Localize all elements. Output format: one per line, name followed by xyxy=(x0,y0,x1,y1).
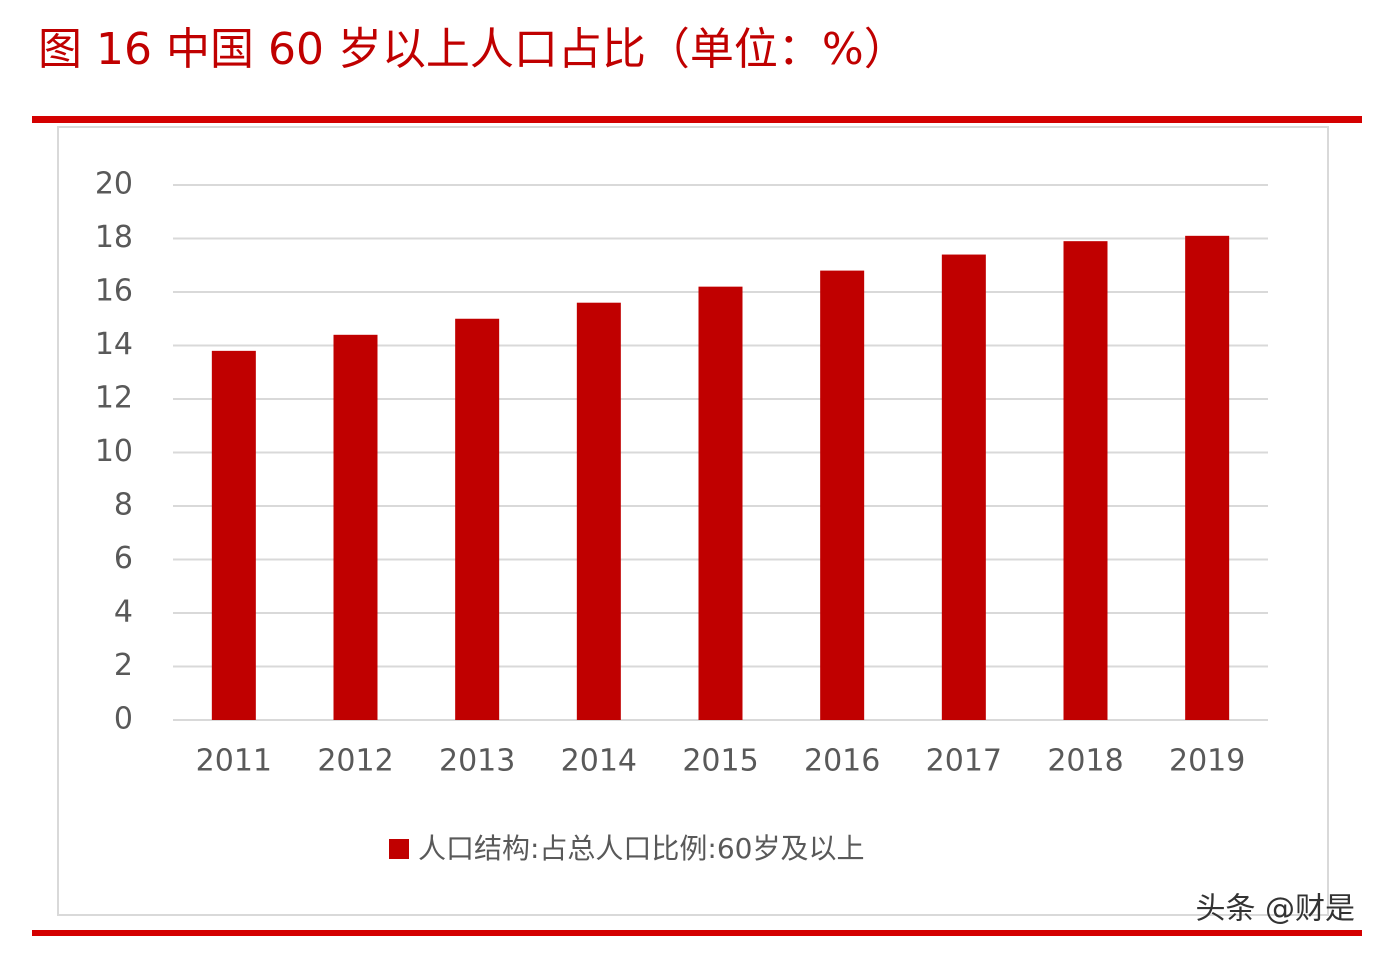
x-tick-label: 2017 xyxy=(926,744,1002,779)
bar xyxy=(333,334,378,720)
bar xyxy=(1063,241,1108,721)
y-tick-label: 20 xyxy=(95,167,133,202)
y-tick-label: 0 xyxy=(114,702,133,737)
legend-label: 人口结构:占总人口比例:60岁及以上 xyxy=(418,832,865,865)
x-tick-label: 2012 xyxy=(317,744,393,779)
chart-title: 图 16 中国 60 岁以上人口占比（单位：%） xyxy=(38,24,908,75)
x-tick-label: 2014 xyxy=(561,744,637,779)
y-tick-label: 16 xyxy=(95,274,133,309)
x-tick-label: 2016 xyxy=(804,744,880,779)
bar xyxy=(1185,235,1230,720)
x-tick-label: 2013 xyxy=(439,744,515,779)
y-tick-label: 10 xyxy=(95,434,133,469)
y-tick-label: 8 xyxy=(114,488,133,523)
bar xyxy=(455,318,500,720)
chart-frame xyxy=(57,126,1329,916)
y-tick-label: 12 xyxy=(95,381,133,416)
y-tick-label: 2 xyxy=(114,648,133,683)
legend-swatch xyxy=(389,839,409,859)
watermark: 头条 @财是 xyxy=(1195,892,1355,927)
x-tick-label: 2015 xyxy=(682,744,758,779)
y-tick-label: 6 xyxy=(114,541,133,576)
bar xyxy=(820,270,865,720)
bottom-rule xyxy=(32,930,1362,936)
y-tick-label: 14 xyxy=(95,327,133,362)
y-tick-label: 4 xyxy=(114,595,133,630)
bar xyxy=(211,350,256,720)
x-tick-label: 2018 xyxy=(1047,744,1123,779)
y-tick-label: 18 xyxy=(95,220,133,255)
bar xyxy=(941,254,986,721)
x-tick-label: 2019 xyxy=(1169,744,1245,779)
top-rule xyxy=(32,116,1362,123)
bar xyxy=(698,286,743,720)
x-tick-label: 2011 xyxy=(196,744,272,779)
bar xyxy=(576,302,621,720)
